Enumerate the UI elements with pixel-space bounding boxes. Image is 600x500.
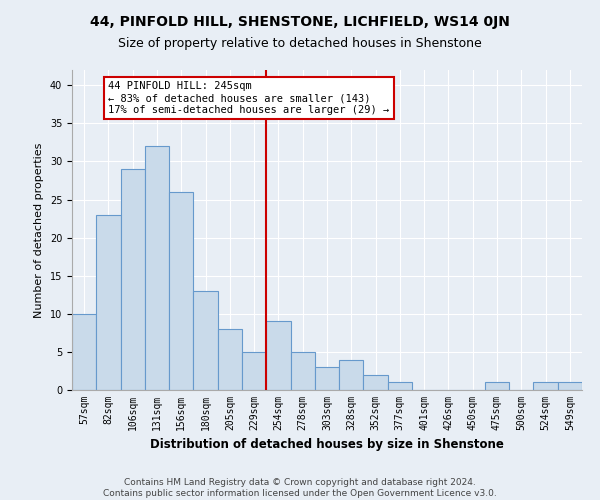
Bar — [242, 352, 266, 390]
Bar — [388, 382, 412, 390]
Bar — [193, 291, 218, 390]
X-axis label: Distribution of detached houses by size in Shenstone: Distribution of detached houses by size … — [150, 438, 504, 452]
Bar — [72, 314, 96, 390]
Text: Contains HM Land Registry data © Crown copyright and database right 2024.
Contai: Contains HM Land Registry data © Crown c… — [103, 478, 497, 498]
Bar — [315, 367, 339, 390]
Bar — [339, 360, 364, 390]
Bar — [96, 215, 121, 390]
Bar — [364, 375, 388, 390]
Bar — [485, 382, 509, 390]
Bar — [145, 146, 169, 390]
Bar — [290, 352, 315, 390]
Bar — [533, 382, 558, 390]
Bar — [169, 192, 193, 390]
Text: 44 PINFOLD HILL: 245sqm
← 83% of detached houses are smaller (143)
17% of semi-d: 44 PINFOLD HILL: 245sqm ← 83% of detache… — [109, 82, 389, 114]
Bar — [121, 169, 145, 390]
Bar — [266, 322, 290, 390]
Bar — [558, 382, 582, 390]
Bar — [218, 329, 242, 390]
Text: Size of property relative to detached houses in Shenstone: Size of property relative to detached ho… — [118, 38, 482, 51]
Y-axis label: Number of detached properties: Number of detached properties — [34, 142, 44, 318]
Text: 44, PINFOLD HILL, SHENSTONE, LICHFIELD, WS14 0JN: 44, PINFOLD HILL, SHENSTONE, LICHFIELD, … — [90, 15, 510, 29]
